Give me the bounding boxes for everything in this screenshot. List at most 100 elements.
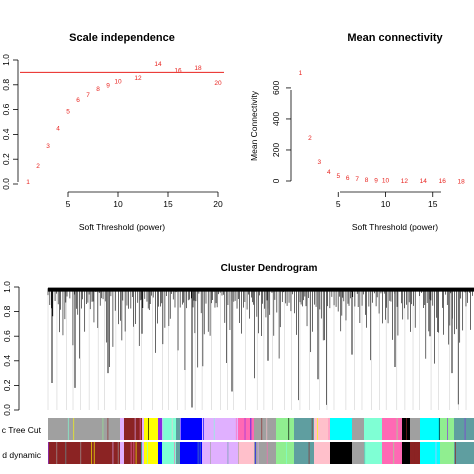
scale-independence-point-label: 7 <box>86 92 90 99</box>
module-color-stripe <box>317 418 318 440</box>
module-color-segment <box>314 418 330 440</box>
module-color-stripe <box>179 418 181 440</box>
module-color-segment <box>454 418 474 440</box>
module-color-stripe <box>464 418 466 440</box>
module-color-segment <box>238 442 254 464</box>
module-color-stripe <box>455 442 456 464</box>
module-color-stripe <box>261 418 263 440</box>
module-color-stripe <box>235 418 237 440</box>
dendrogram-ytick-label: 0.8 <box>2 305 12 317</box>
module-color-stripe <box>438 418 440 440</box>
mean-connectivity-point-label: 18 <box>457 178 465 185</box>
module-color-stripe <box>203 418 204 440</box>
module-color-stripe <box>133 442 135 464</box>
module-color-stripe <box>266 442 268 464</box>
module-color-segment <box>202 418 238 440</box>
scale-independence-point-label: 18 <box>194 65 202 72</box>
scale-independence-point-label: 6 <box>76 97 80 104</box>
module-color-segment <box>254 442 276 464</box>
scale-independence-point-label: 3 <box>46 143 50 150</box>
scale-independence-point-label: 20 <box>214 80 222 87</box>
scale-independence-xtick-label: 15 <box>163 199 173 209</box>
module-color-segment <box>420 442 440 464</box>
color-bar-label-2: d dynamic <box>2 450 41 460</box>
module-color-stripe <box>112 442 114 464</box>
scale-independence-ytick-label: 0.8 <box>1 79 11 91</box>
mean-connectivity-point-label: 10 <box>382 178 390 185</box>
module-color-stripe <box>135 442 137 464</box>
module-color-stripe <box>393 442 395 464</box>
module-color-segment <box>402 442 410 464</box>
scale-independence-point-label: 12 <box>134 75 142 82</box>
module-color-stripe <box>435 442 437 464</box>
module-color-segment <box>176 442 180 464</box>
module-color-stripe <box>238 442 239 464</box>
module-color-stripe <box>311 418 313 440</box>
scale-independence-ytick-label: 1.0 <box>1 54 11 66</box>
dendrogram-ytick-label: 0.0 <box>2 404 12 416</box>
mean-connectivity-point-label: 5 <box>336 173 340 180</box>
module-color-segment <box>364 418 382 440</box>
module-color-segment <box>162 442 176 464</box>
scale-independence-point-label: 9 <box>106 82 110 89</box>
module-color-segment <box>180 442 202 464</box>
scale-independence-y-ticks: 0.0 0.2 0.4 0.6 0.8 1.0 <box>1 54 18 190</box>
module-color-bar-1 <box>48 418 474 440</box>
module-color-stripe <box>314 418 316 440</box>
module-color-stripe <box>328 418 330 440</box>
module-color-stripe <box>364 442 366 464</box>
dendrogram-ytick-label: 0.6 <box>2 330 12 342</box>
module-color-segment <box>144 418 158 440</box>
module-color-segment <box>330 442 352 464</box>
module-color-segment <box>420 418 440 440</box>
module-color-stripe <box>210 442 211 464</box>
module-color-stripe <box>227 442 229 464</box>
mean-connectivity-ytick-label: 0 <box>271 178 281 183</box>
module-color-segment <box>142 442 144 464</box>
module-color-stripe <box>147 442 148 464</box>
dendrogram-ytick-label: 0.4 <box>2 355 12 367</box>
mean-connectivity-point-label: 1 <box>299 70 303 77</box>
module-color-stripe <box>56 442 58 464</box>
module-color-stripe <box>93 442 95 464</box>
mean-connectivity-point-label: 7 <box>355 176 359 183</box>
module-color-segment <box>124 442 142 464</box>
module-color-segment <box>382 442 402 464</box>
dendrogram-ytick-label: 1.0 <box>2 281 12 293</box>
scale-independence-xlabel: Soft Threshold (power) <box>79 222 165 232</box>
module-color-segment <box>410 418 420 440</box>
module-color-segment <box>238 418 254 440</box>
module-color-stripe <box>102 418 104 440</box>
dendrogram-top-band <box>48 287 474 292</box>
module-color-segment <box>48 442 120 464</box>
mean-connectivity-ylabel: Mean Connectivity <box>249 90 259 161</box>
module-color-segment <box>254 418 276 440</box>
module-color-stripe <box>139 418 141 440</box>
module-color-stripe <box>117 442 119 464</box>
module-color-stripe <box>288 418 290 440</box>
mean-connectivity-point-label: 2 <box>308 135 312 142</box>
scale-independence-ytick-label: 0.2 <box>1 153 11 165</box>
module-color-segment <box>402 418 410 440</box>
module-color-segment <box>294 442 314 464</box>
color-bar-label-1: c Tree Cut <box>2 425 42 435</box>
module-color-segment <box>454 442 474 464</box>
module-color-stripe <box>130 442 132 464</box>
module-color-stripe <box>266 418 268 440</box>
module-color-stripe <box>396 418 398 440</box>
module-color-stripe <box>67 418 69 440</box>
module-color-segment <box>48 418 120 440</box>
scale-independence-point-label: 2 <box>36 163 40 170</box>
scale-independence-point-label: 1 <box>26 179 30 186</box>
mean-connectivity-point-label: 6 <box>346 175 350 182</box>
mean-connectivity-point-label: 14 <box>420 178 428 185</box>
scale-independence-point-label: 10 <box>114 79 122 86</box>
module-color-stripe <box>213 418 215 440</box>
module-color-stripe <box>107 418 109 440</box>
module-color-stripe <box>244 418 246 440</box>
dendrogram-ytick-label: 0.2 <box>2 379 12 391</box>
mean-connectivity-point-label: 4 <box>327 169 331 176</box>
mean-connectivity-title: Mean connectivity <box>347 32 443 44</box>
module-color-segment <box>142 418 144 440</box>
